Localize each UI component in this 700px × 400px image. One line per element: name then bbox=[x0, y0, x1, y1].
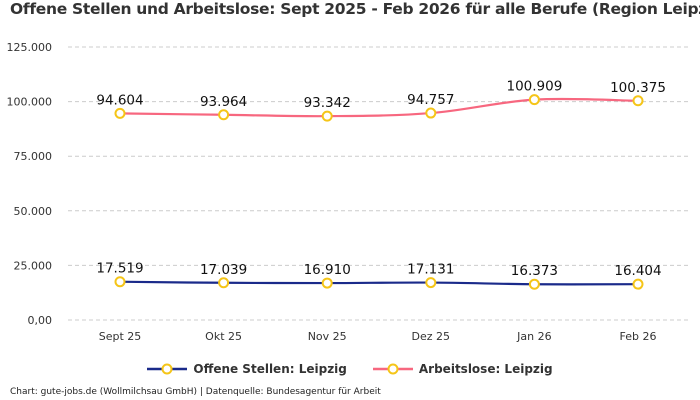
x-tick-label: Okt 25 bbox=[205, 330, 242, 343]
data-point bbox=[425, 277, 437, 289]
series-line-0 bbox=[119, 280, 639, 286]
legend: Offene Stellen: Leipzig Arbeitslose: Lei… bbox=[0, 362, 700, 376]
data-point bbox=[528, 94, 540, 106]
chart-title: Offene Stellen und Arbeitslose: Sept 202… bbox=[10, 0, 700, 18]
source-footer: Chart: gute-jobs.de (Wollmilchsau GmbH) … bbox=[10, 387, 381, 397]
legend-label: Arbeitslose: Leipzig bbox=[418, 362, 553, 376]
legend-marker-icon bbox=[372, 363, 413, 375]
x-tick-label: Jan 26 bbox=[516, 330, 551, 343]
legend-label: Offene Stellen: Leipzig bbox=[193, 362, 347, 376]
y-tick-label: 75.000 bbox=[14, 150, 53, 163]
x-tick-label: Dez 25 bbox=[412, 330, 451, 343]
x-tick-label: Feb 26 bbox=[620, 330, 657, 343]
data-label: 17.039 bbox=[200, 262, 247, 278]
y-tick-label: 0,00 bbox=[28, 314, 53, 327]
y-tick-label: 50.000 bbox=[14, 205, 53, 218]
data-point bbox=[218, 109, 230, 121]
data-point bbox=[528, 278, 540, 290]
y-tick-label: 125.000 bbox=[7, 41, 53, 54]
data-label: 16.373 bbox=[511, 263, 558, 279]
y-tick-label: 100.000 bbox=[7, 96, 53, 109]
data-label: 16.404 bbox=[614, 263, 661, 279]
data-label: 17.519 bbox=[96, 261, 143, 277]
x-tick-label: Sept 25 bbox=[99, 330, 142, 343]
data-point bbox=[632, 95, 644, 107]
data-point bbox=[632, 278, 644, 290]
x-tick-label: Nov 25 bbox=[308, 330, 347, 343]
data-point bbox=[218, 277, 230, 289]
data-point bbox=[321, 110, 333, 122]
y-tick-label: 25.000 bbox=[14, 259, 53, 272]
data-point bbox=[114, 107, 126, 119]
legend-item-offene-stellen[interactable]: Offene Stellen: Leipzig bbox=[147, 362, 347, 376]
data-label: 93.342 bbox=[304, 95, 351, 111]
data-label: 94.757 bbox=[407, 92, 454, 108]
legend-marker-icon bbox=[147, 363, 188, 375]
legend-item-arbeitslose[interactable]: Arbeitslose: Leipzig bbox=[372, 362, 553, 376]
data-label: 93.964 bbox=[200, 94, 247, 110]
data-point bbox=[114, 276, 126, 288]
data-label: 100.909 bbox=[506, 79, 562, 95]
data-point bbox=[321, 277, 333, 289]
data-label: 94.604 bbox=[96, 92, 143, 108]
series-line-1 bbox=[119, 97, 639, 118]
data-label: 16.910 bbox=[304, 262, 351, 278]
data-label: 17.131 bbox=[407, 262, 454, 278]
data-label: 100.375 bbox=[610, 80, 666, 96]
data-point bbox=[425, 107, 437, 119]
